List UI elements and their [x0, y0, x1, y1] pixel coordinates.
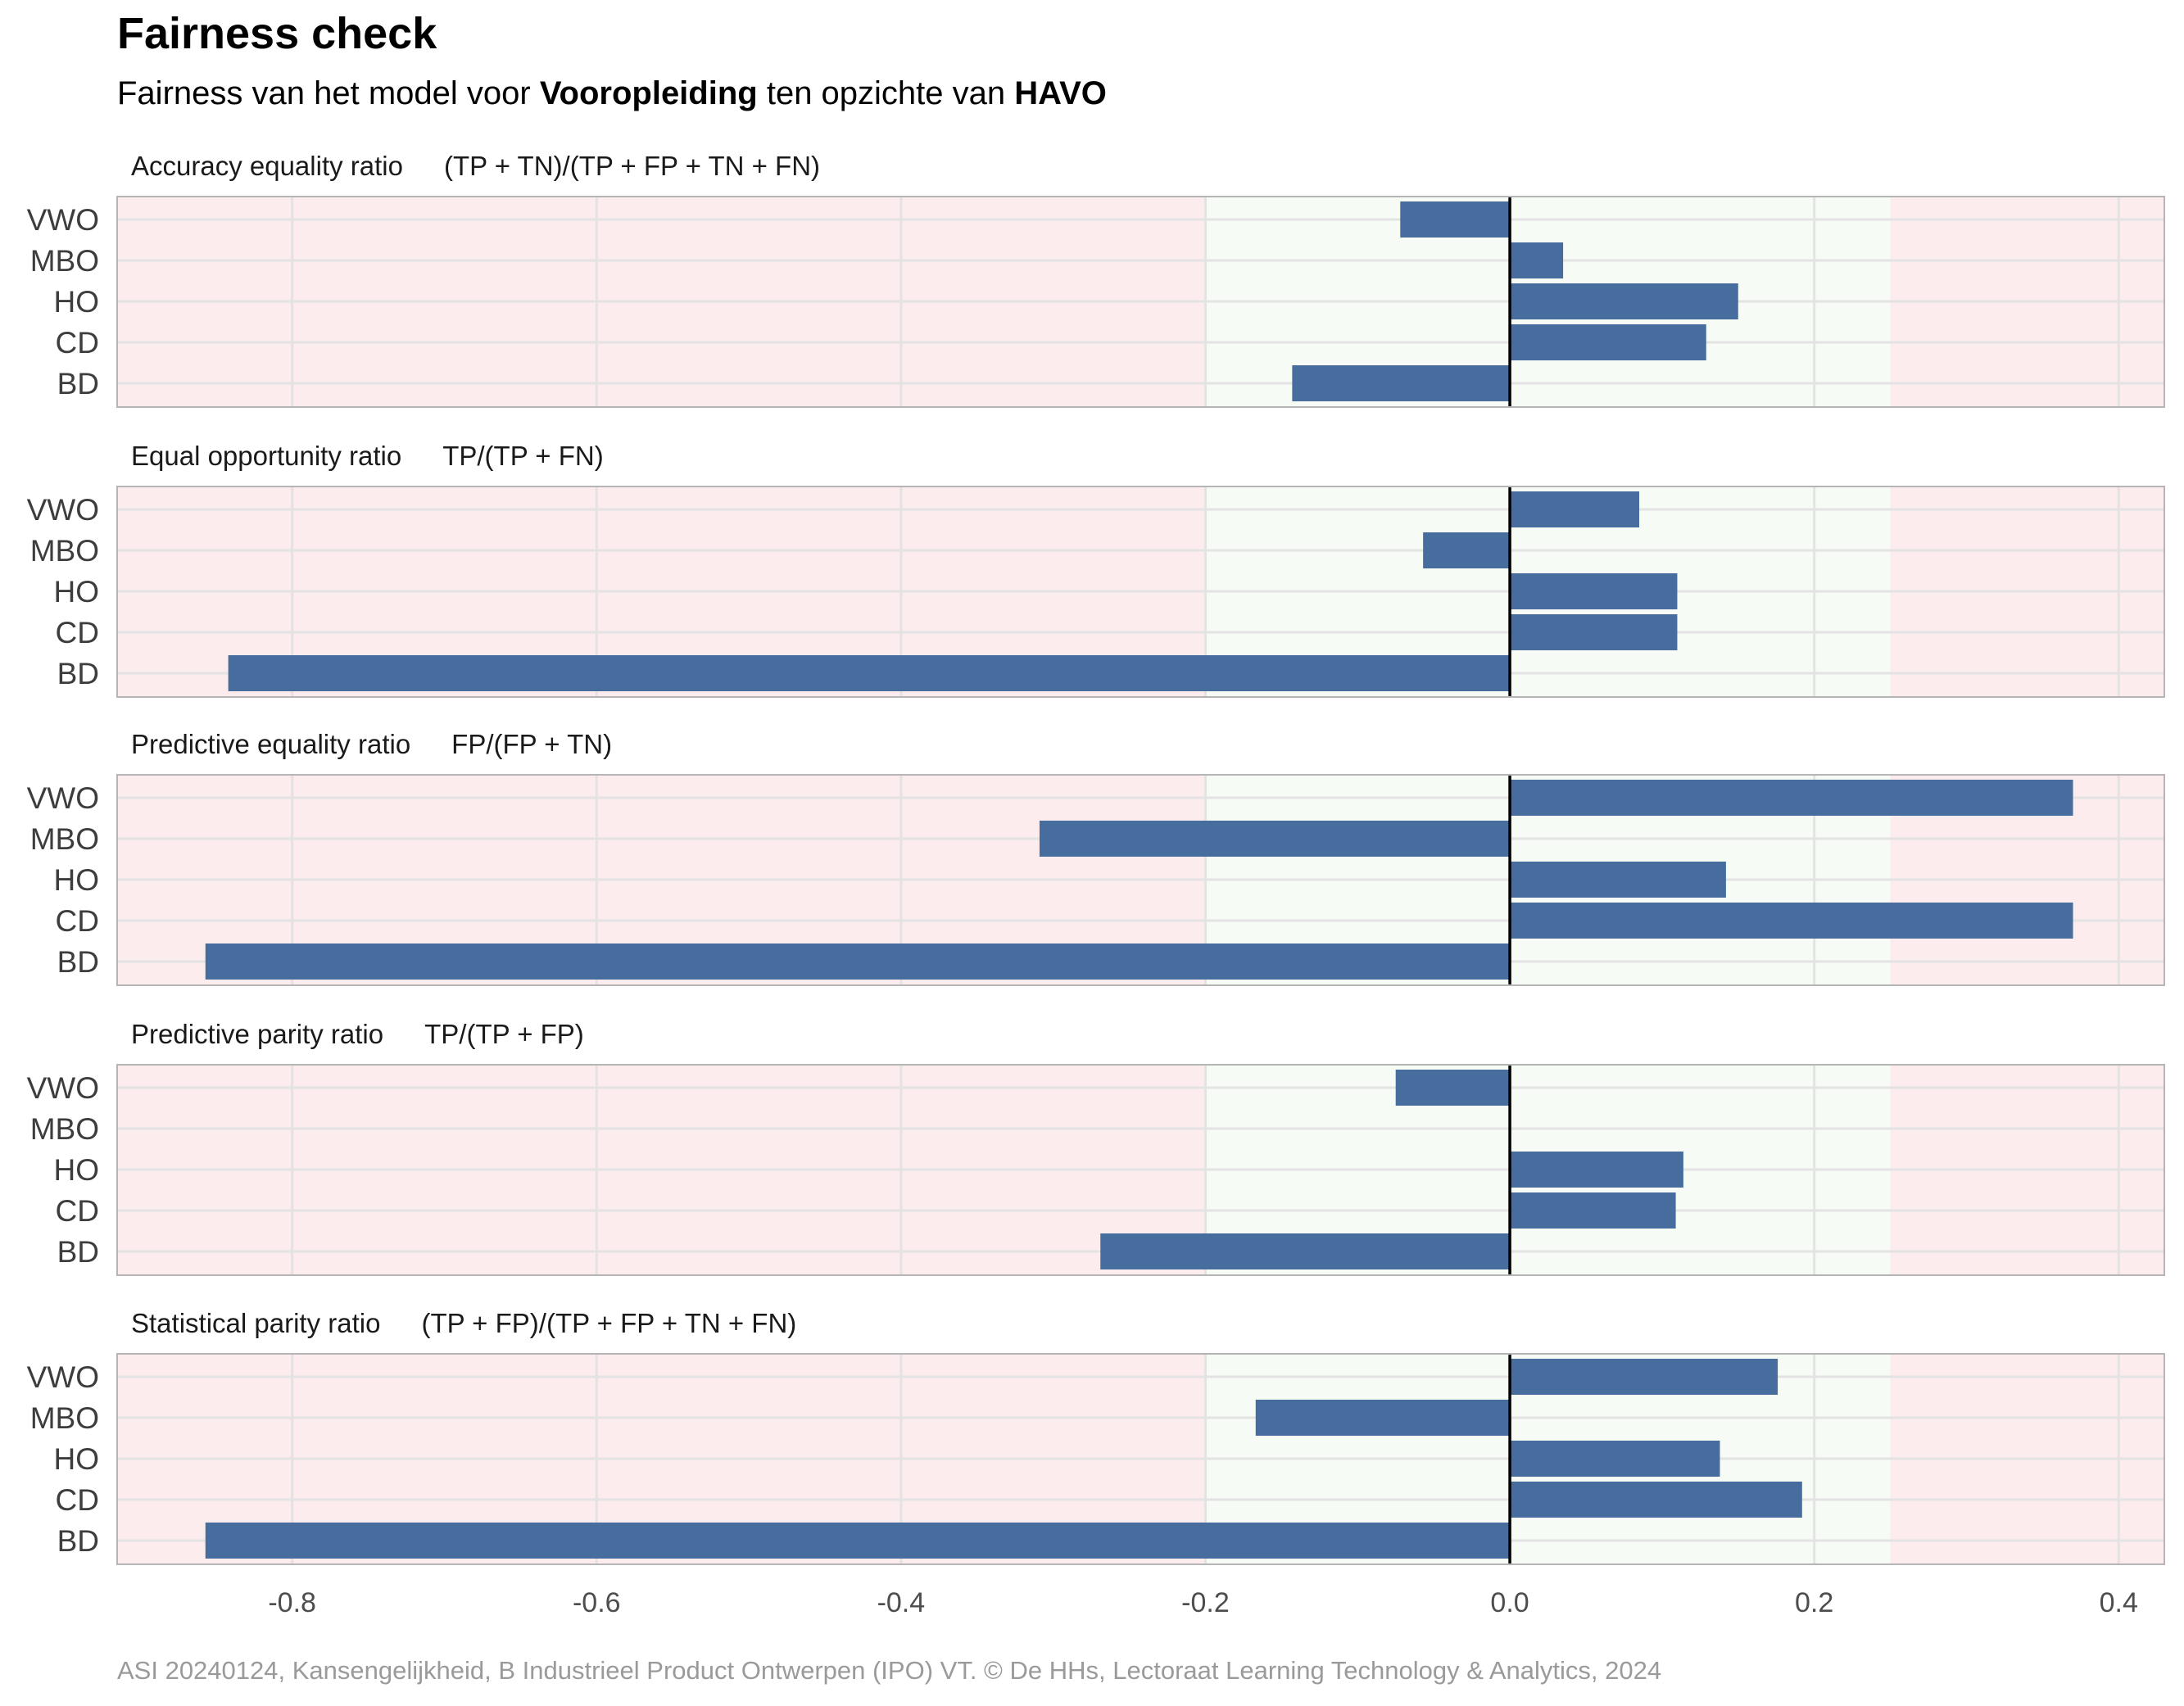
category-label: HO [54, 285, 100, 319]
x-tick-label: 0.4 [2100, 1587, 2138, 1618]
panel-metric-formula: (TP + FP)/(TP + FP + TN + FN) [421, 1308, 796, 1338]
bar-bd [1100, 1233, 1511, 1269]
bar-ho [1510, 573, 1678, 609]
bar-bd [228, 655, 1511, 691]
category-label: MBO [30, 1112, 99, 1146]
chart-title: Fairness check [117, 9, 437, 58]
category-label: HO [54, 575, 100, 609]
panel-strip-label: Statistical parity ratio (TP + FP)/(TP + … [131, 1308, 796, 1338]
panel-border [116, 196, 2165, 408]
panel-metric-name: Predictive equality ratio [131, 729, 410, 759]
panel-metric-formula: (TP + TN)/(TP + FP + TN + FN) [444, 151, 820, 181]
x-tick-label: -0.2 [1181, 1587, 1230, 1618]
subtitle-text-1: Fairness van het model voor [117, 75, 540, 111]
panel-border [116, 1064, 2165, 1276]
x-tick-label: 0.2 [1795, 1587, 1833, 1618]
bar-ho [1510, 862, 1726, 898]
category-label: HO [54, 863, 100, 897]
category-label: MBO [30, 822, 99, 856]
bar-ho [1510, 283, 1738, 319]
bar-vwo [1510, 1359, 1778, 1395]
category-label: CD [56, 1194, 99, 1228]
bar-bd [205, 944, 1511, 980]
category-label: VWO [27, 493, 99, 527]
category-label: BD [57, 367, 99, 400]
category-label: VWO [27, 1071, 99, 1105]
category-label: CD [56, 616, 99, 649]
bar-cd [1510, 324, 1706, 360]
subtitle-reference-group: HAVO [1014, 75, 1107, 111]
category-label: CD [56, 326, 99, 360]
bar-bd [205, 1523, 1511, 1559]
category-label: BD [57, 1524, 99, 1558]
bar-bd [1292, 365, 1511, 401]
bar-ho [1510, 1152, 1683, 1188]
panel-strip-label: Predictive parity ratio TP/(TP + FP) [131, 1019, 584, 1049]
bar-mbo [1423, 532, 1511, 568]
category-label: CD [56, 1483, 99, 1517]
panel-metric-name: Predictive parity ratio [131, 1019, 383, 1049]
bar-vwo [1510, 491, 1639, 527]
chart-subtitle: Fairness van het model voor Vooropleidin… [117, 75, 1107, 112]
chart-caption: ASI 20240124, Kansengelijkheid, B Indust… [117, 1656, 1662, 1685]
bar-vwo [1395, 1070, 1511, 1106]
x-tick-label: -0.4 [877, 1587, 926, 1618]
panel-border [116, 1353, 2165, 1565]
panel-metric-name: Statistical parity ratio [131, 1308, 380, 1338]
bar-vwo [1510, 780, 2073, 816]
panel-strip-label: Predictive equality ratio FP/(FP + TN) [131, 729, 612, 759]
bar-mbo [1510, 242, 1564, 278]
bar-vwo [1400, 201, 1511, 238]
category-label: CD [56, 904, 99, 938]
panel-metric-name: Equal opportunity ratio [131, 441, 401, 471]
panel-metric-formula: FP/(FP + TN) [451, 729, 612, 759]
category-label: VWO [27, 1360, 99, 1394]
bar-cd [1510, 1482, 1802, 1518]
panel-strip-label: Accuracy equality ratio (TP + TN)/(TP + F… [131, 151, 820, 181]
subtitle-text-2: ten opzichte van [757, 75, 1015, 111]
category-label: BD [57, 945, 99, 979]
x-tick-label: 0.0 [1490, 1587, 1529, 1618]
x-tick-label: -0.6 [573, 1587, 621, 1618]
panel-strip-label: Equal opportunity ratio TP/(TP + FN) [131, 441, 604, 471]
panel-metric-name: Accuracy equality ratio [131, 151, 403, 181]
category-label: BD [57, 1235, 99, 1269]
panel-metric-formula: TP/(TP + FP) [424, 1019, 584, 1049]
panel-border [116, 774, 2165, 986]
panel-metric-formula: TP/(TP + FN) [442, 441, 604, 471]
panel-border [116, 486, 2165, 698]
bar-ho [1510, 1441, 1720, 1477]
category-label: HO [54, 1442, 100, 1476]
bar-cd [1510, 614, 1678, 650]
bar-cd [1510, 903, 2073, 939]
category-label: MBO [30, 534, 99, 568]
bar-mbo [1039, 821, 1511, 857]
category-label: VWO [27, 781, 99, 815]
subtitle-group-variable: Vooropleiding [539, 75, 758, 111]
category-label: BD [57, 657, 99, 690]
x-tick-label: -0.8 [268, 1587, 316, 1618]
category-label: MBO [30, 244, 99, 278]
bar-mbo [1255, 1400, 1511, 1436]
category-label: VWO [27, 203, 99, 237]
bar-cd [1510, 1192, 1676, 1229]
category-label: HO [54, 1153, 100, 1187]
category-label: MBO [30, 1401, 99, 1435]
